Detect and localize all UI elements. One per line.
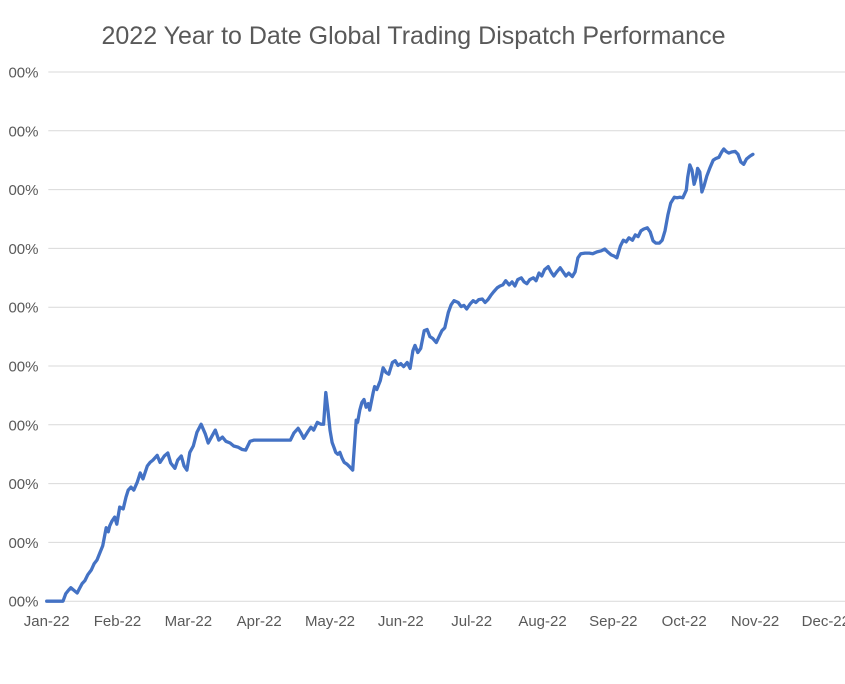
y-axis-tick-label: 00% (8, 535, 38, 552)
x-axis-tick-label: Dec-22 (802, 613, 845, 630)
y-axis-tick-label: 00% (8, 417, 38, 434)
x-axis-tick-label: Mar-22 (165, 613, 213, 630)
y-axis-tick-label: 00% (8, 65, 38, 82)
y-axis-tick-label: 00% (8, 123, 38, 140)
x-axis-tick-label: May-22 (305, 613, 355, 630)
x-axis-tick-label: Sep-22 (589, 613, 637, 630)
performance-line (45, 147, 755, 603)
x-axis-tick-label: Jan-22 (24, 613, 70, 630)
y-axis-tick-label: 00% (8, 594, 38, 611)
y-axis-tick-label: 00% (8, 241, 38, 258)
x-axis-tick-label: Aug-22 (518, 613, 566, 630)
x-axis-tick-label: Feb-22 (94, 613, 142, 630)
x-axis-tick-label: Apr-22 (237, 613, 282, 630)
x-axis-tick-label: Jul-22 (451, 613, 492, 630)
y-axis-tick-label: 00% (8, 359, 38, 376)
x-axis-tick-label: Oct-22 (662, 613, 707, 630)
x-axis-tick-label: Jun-22 (378, 613, 424, 630)
y-axis-tick-label: 00% (8, 300, 38, 317)
chart-title: 2022 Year to Date Global Trading Dispatc… (101, 22, 726, 50)
y-axis-tick-label: 00% (8, 182, 38, 199)
y-axis-tick-label: 00% (8, 476, 38, 493)
x-axis-tick-label: Nov-22 (731, 613, 779, 630)
